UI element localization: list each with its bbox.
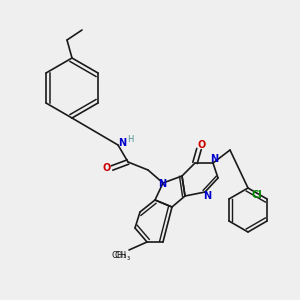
Text: N: N — [210, 154, 218, 164]
Text: O: O — [103, 163, 111, 173]
Text: H: H — [127, 134, 133, 143]
Text: ₃: ₃ — [126, 253, 130, 262]
Text: O: O — [198, 140, 206, 150]
Text: N: N — [203, 191, 211, 201]
Text: CH₃: CH₃ — [111, 251, 127, 260]
Text: Cl: Cl — [252, 190, 262, 200]
Text: N: N — [118, 138, 126, 148]
Text: CH: CH — [115, 250, 127, 260]
Text: N: N — [158, 179, 166, 189]
